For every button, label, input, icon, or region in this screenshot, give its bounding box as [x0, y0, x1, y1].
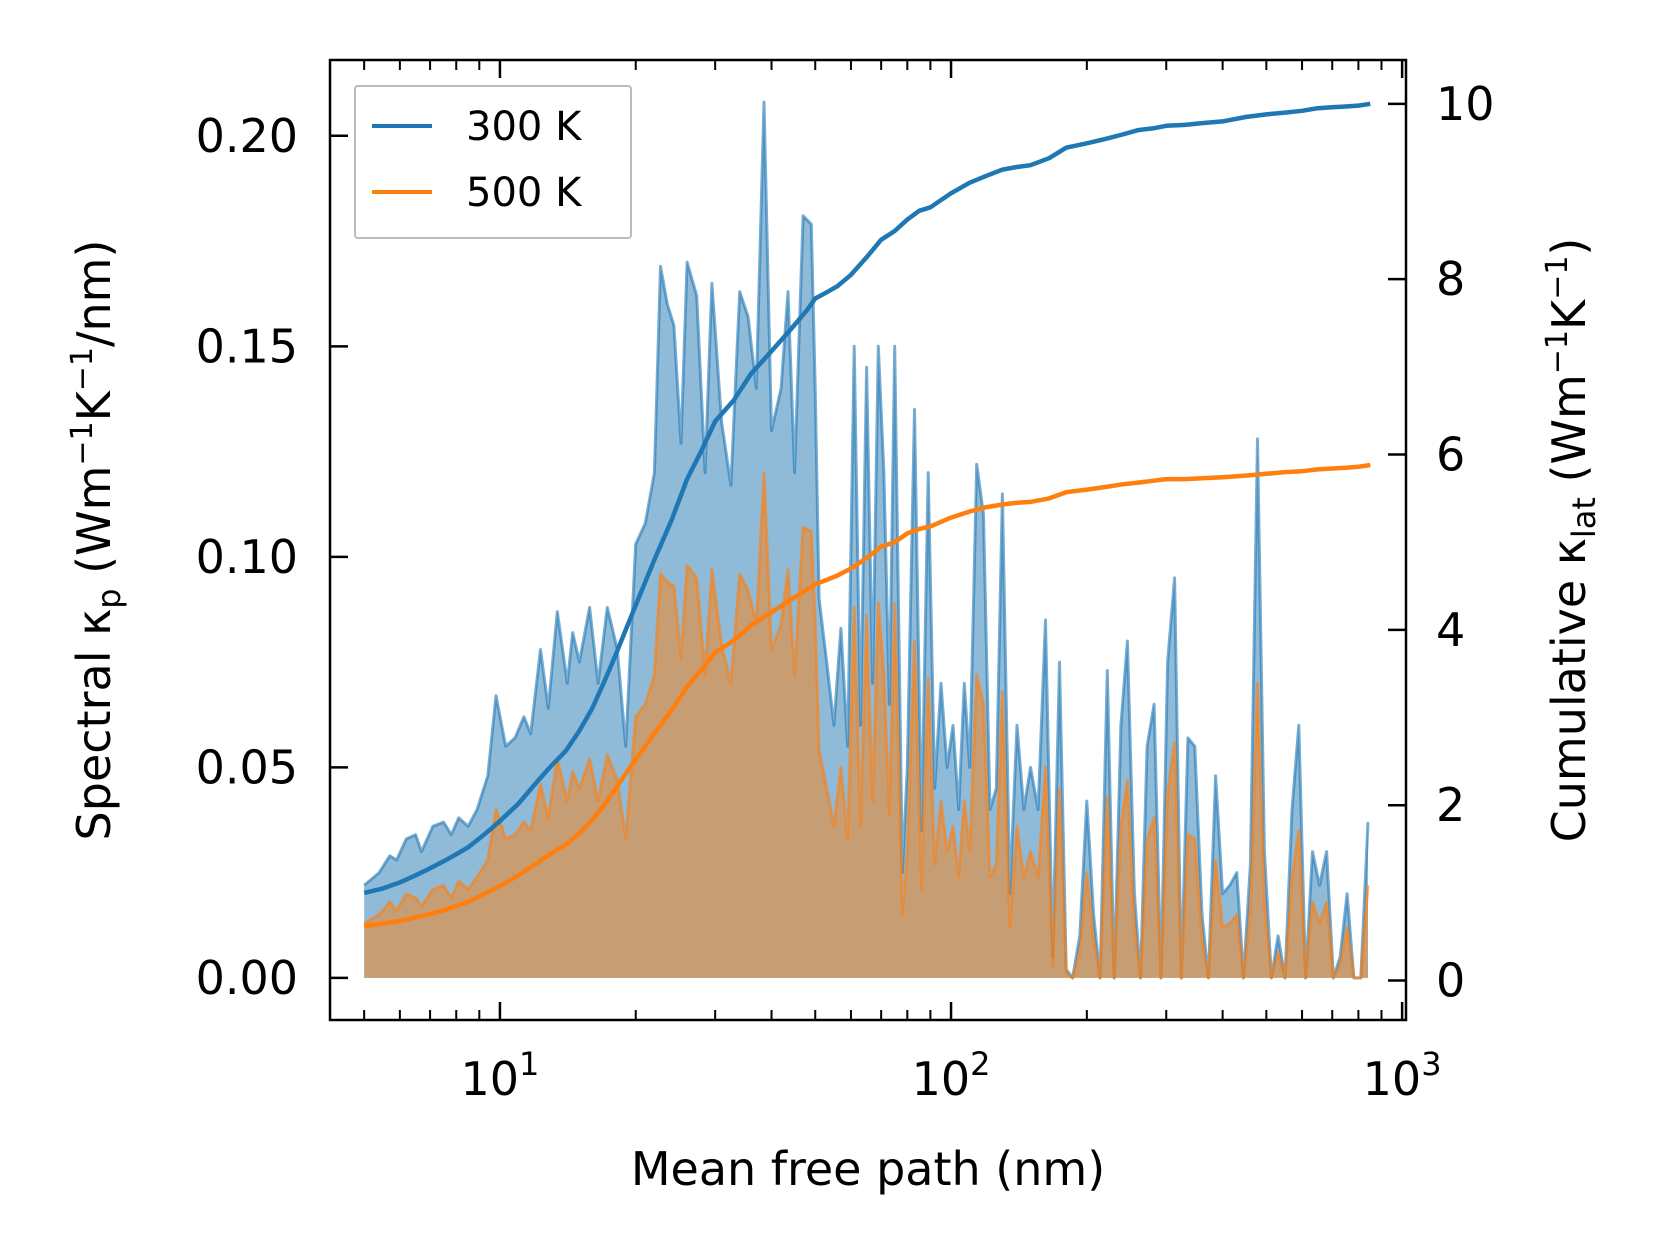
legend: 300 K 500 K — [354, 85, 632, 239]
axis-ticks: 101 102 103 0.00 0.05 0.10 0.15 0.20 0 2 4 6 8 10 — [196, 60, 1495, 1106]
legend-label-500k: 500 K — [466, 170, 583, 216]
y-left-tick-label: 0.20 — [196, 109, 298, 163]
spectral-area-300k — [364, 102, 1368, 978]
y-left-tick-label: 0.05 — [196, 740, 298, 794]
cumulative-line-300k — [363, 101, 1371, 896]
plot-frame — [328, 58, 1408, 1022]
x-tick-label: 102 — [912, 1045, 991, 1106]
spectral-area-500k — [364, 472, 1368, 978]
x-tick-label: 101 — [460, 1045, 539, 1106]
series-lines — [363, 101, 1371, 929]
cumulative-line-500k — [363, 462, 1371, 929]
spectral-line-300k — [363, 100, 1370, 980]
y-right-tick-label: 2 — [1436, 778, 1465, 832]
y-right-tick-label: 4 — [1436, 603, 1465, 657]
y-right-tick-label: 10 — [1436, 77, 1495, 131]
x-axis-label: Mean free path (nm) — [631, 1142, 1105, 1196]
y-axis-label-left: Spectral κp (Wm−1K−1/nm) — [65, 240, 128, 841]
y-left-tick-label: 0.10 — [196, 530, 298, 584]
y-left-tick-label: 0.00 — [196, 951, 298, 1005]
y-left-tick-label: 0.15 — [196, 319, 298, 373]
y-axis-label-right: Cumulative κlat (Wm−1K−1) — [1540, 238, 1603, 843]
y-right-tick-label: 0 — [1436, 954, 1465, 1008]
legend-label-300k: 300 K — [466, 104, 583, 150]
x-tick-label: 103 — [1363, 1045, 1442, 1106]
spectral-line-500k — [363, 471, 1370, 980]
y-right-tick-label: 6 — [1436, 428, 1465, 482]
y-right-tick-label: 8 — [1436, 252, 1465, 306]
spectral-fills — [363, 100, 1370, 980]
